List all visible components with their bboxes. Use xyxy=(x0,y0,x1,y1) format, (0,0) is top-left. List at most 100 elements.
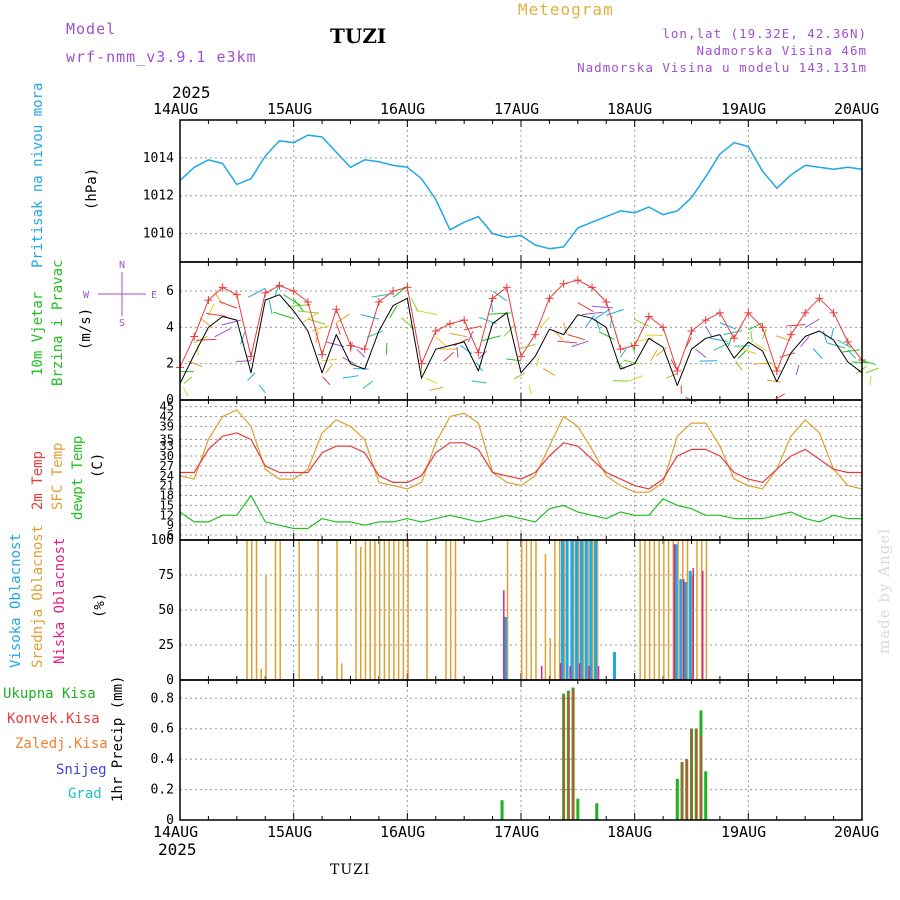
compass-east: E xyxy=(151,290,157,301)
mid-cloud-bar xyxy=(317,540,319,680)
wind-arrow xyxy=(322,358,337,362)
high-cloud-bar xyxy=(565,540,569,680)
wind-arrow xyxy=(362,380,374,389)
wind-arrow xyxy=(571,340,589,348)
total-precip-bar xyxy=(500,800,504,820)
day-label-top: 16AUG xyxy=(380,100,426,118)
wind-arrow xyxy=(236,360,252,363)
wind-arrow xyxy=(577,302,594,313)
gust-marker xyxy=(772,366,781,375)
wind-arrow xyxy=(754,342,767,352)
y-tick-label: 1012 xyxy=(143,189,174,204)
gust-marker xyxy=(303,297,312,306)
gust-marker xyxy=(374,297,383,306)
wind-arrow xyxy=(774,393,786,401)
gust-marker xyxy=(417,359,426,368)
mid-cloud-bar xyxy=(563,540,566,680)
wind-arrow xyxy=(464,325,482,331)
y-tick-label: 0 xyxy=(166,393,174,408)
high-cloud-bar xyxy=(594,540,598,680)
y-tick-label: 100 xyxy=(151,533,174,548)
y-tick-label: 9 xyxy=(167,518,174,532)
mid-cloud-bar xyxy=(558,540,561,680)
mid-cloud-bar xyxy=(359,547,362,680)
wind-arrow xyxy=(506,358,522,362)
wind-arrow xyxy=(709,337,728,342)
wind-arrow xyxy=(665,373,678,379)
mid-cloud-bar xyxy=(369,540,371,680)
wind-arrow xyxy=(360,314,380,320)
wind-arrow xyxy=(197,344,199,355)
mid-cloud-bar xyxy=(397,540,400,680)
wind-arrow xyxy=(595,308,611,319)
mid-cloud-bar xyxy=(426,540,428,680)
wind-arrow xyxy=(779,352,796,358)
mid-cloud-bar xyxy=(582,540,585,680)
mid-cloud-bar xyxy=(336,540,338,680)
day-label-bottom: 18AUG xyxy=(607,823,653,841)
wind-arrow xyxy=(268,300,273,314)
convective-precip-bar xyxy=(572,689,575,820)
gust-marker xyxy=(588,283,597,292)
precip-legend-frozen: Zaledj.Kisa xyxy=(15,736,108,752)
convective-precip-bar xyxy=(691,728,693,820)
compass-west: W xyxy=(83,290,90,301)
wind-arrow xyxy=(415,309,438,316)
panel-frame xyxy=(179,679,863,821)
gust-marker xyxy=(843,337,852,346)
wind-arrow xyxy=(429,386,444,391)
mid-cloud-bar xyxy=(383,540,386,680)
wind-arrow xyxy=(356,348,366,358)
wind-arrow xyxy=(734,345,751,347)
gust-marker xyxy=(730,334,739,343)
wind-arrow xyxy=(598,331,615,340)
wind-arrow xyxy=(670,359,678,370)
gust-marker xyxy=(602,297,611,306)
day-label-top: 17AUG xyxy=(494,100,540,118)
y-tick-label: 0.2 xyxy=(151,783,174,798)
convective-precip-bar xyxy=(567,692,570,820)
wind-arrow xyxy=(827,342,846,349)
wind-arrow xyxy=(182,387,189,396)
wind-arrow xyxy=(389,305,398,319)
y-tick-label: 24 xyxy=(160,469,174,483)
low-cloud-bar xyxy=(569,666,571,680)
model-elevation: Nadmorska Visina u modelu 143.131m xyxy=(577,60,867,75)
wind-arrow xyxy=(503,324,516,337)
wind-arrow xyxy=(865,367,880,374)
model-label: Model xyxy=(66,20,117,38)
wind-arrow xyxy=(342,375,359,379)
day-label-bottom: 17AUG xyxy=(494,823,540,841)
wind-arrow xyxy=(705,326,713,338)
y-tick-label: 12 xyxy=(160,508,174,522)
y-tick-label: 0.6 xyxy=(151,722,174,737)
mid-cloud-bar xyxy=(355,540,357,680)
convective-precip-bar xyxy=(686,759,688,820)
low-cloud-bar xyxy=(588,666,590,680)
y-tick-label: 1014 xyxy=(143,151,174,166)
wind-arrow xyxy=(478,350,487,360)
mid-cloud-bar xyxy=(530,540,532,680)
wind-arrow xyxy=(609,315,613,328)
wind-arrow xyxy=(735,360,743,371)
wind-arrow xyxy=(196,338,217,341)
dewpt-line xyxy=(179,494,862,530)
wind-arrow xyxy=(293,298,304,312)
gust-marker xyxy=(545,294,554,303)
gust-marker xyxy=(360,345,369,354)
wind-arrow xyxy=(443,352,454,362)
footer-station: TUZI xyxy=(330,862,371,878)
wind-arrow xyxy=(460,345,473,355)
wind-arrow xyxy=(634,318,650,327)
day-label-top: 15AUG xyxy=(267,100,313,118)
wind-arrow xyxy=(539,316,550,329)
wind-arrow xyxy=(214,328,231,338)
temp2m-line xyxy=(180,432,862,490)
wind-arrow xyxy=(737,349,748,359)
precip-legend-snow: Snijeg xyxy=(56,762,107,778)
wind-arrow xyxy=(557,340,578,344)
gust-marker xyxy=(204,296,213,305)
wind-arrow xyxy=(630,342,636,352)
wind-arrow xyxy=(247,372,256,381)
wind-arrow xyxy=(727,335,734,347)
